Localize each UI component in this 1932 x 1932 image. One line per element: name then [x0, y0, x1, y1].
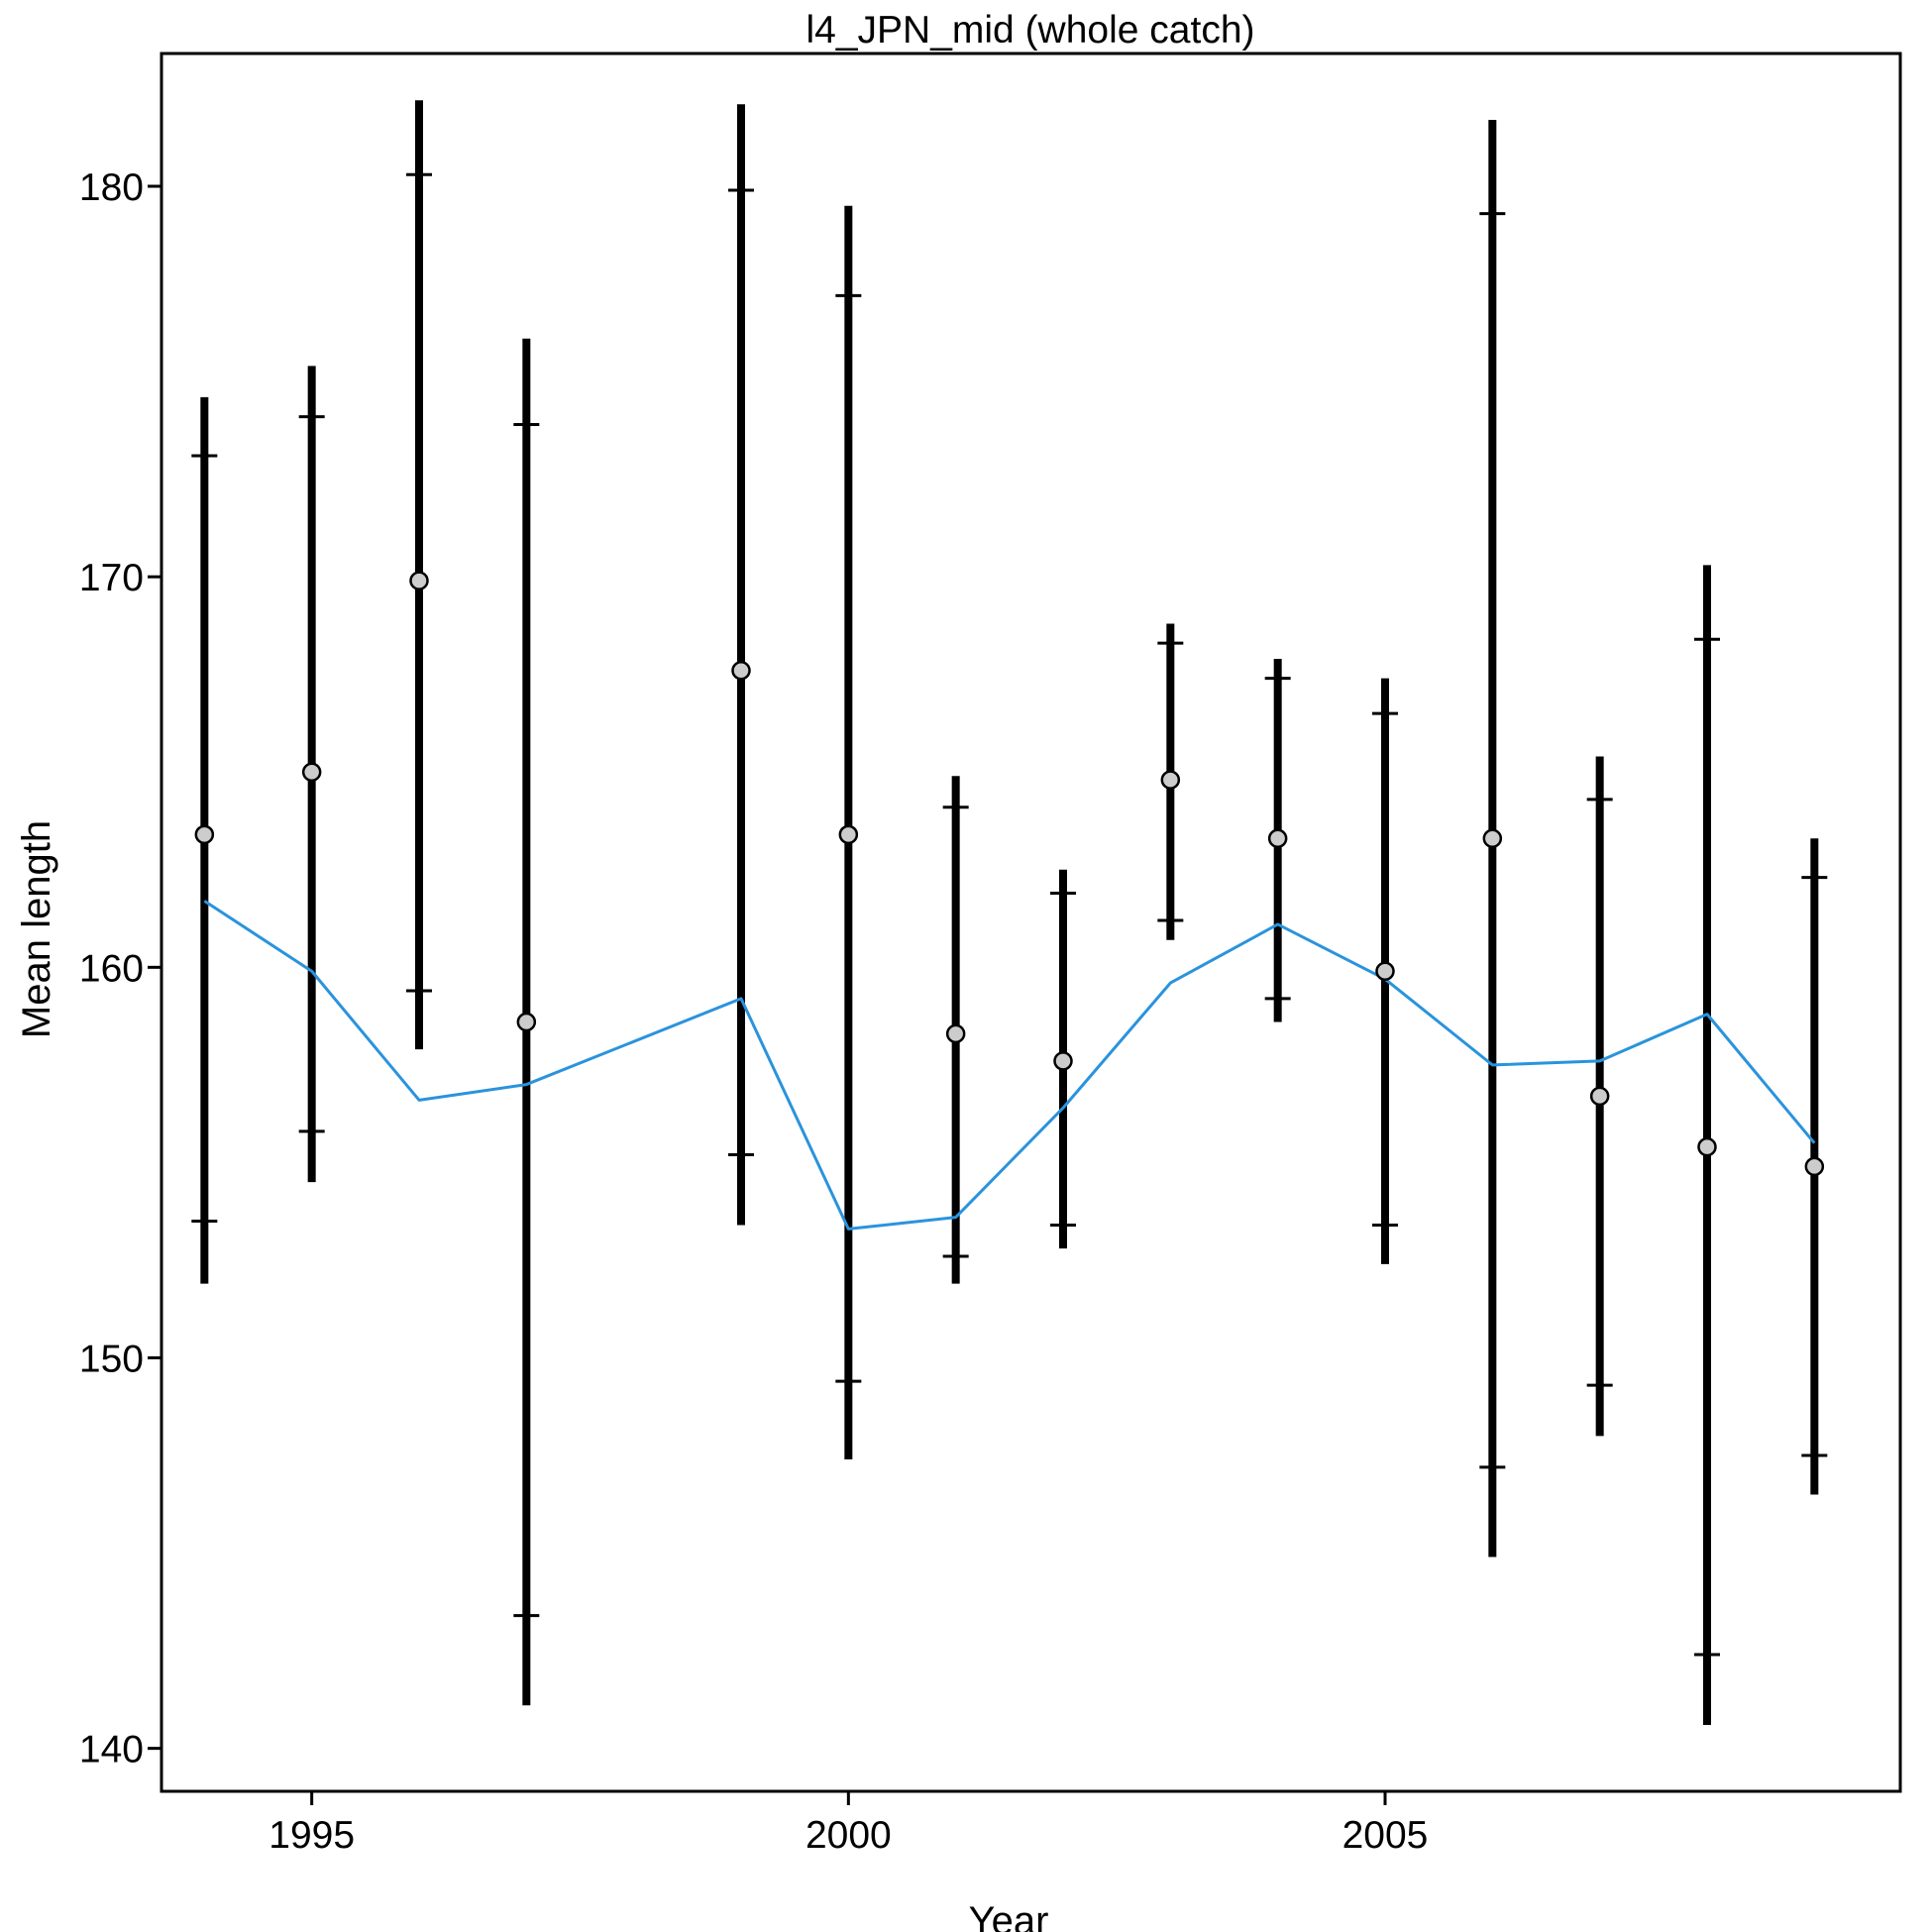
- observed-point: [516, 1012, 537, 1032]
- y-tick-label: 140: [79, 1729, 144, 1771]
- x-axis-label: Year: [969, 1899, 1049, 1932]
- observed-point: [838, 824, 859, 845]
- observed-point: [409, 571, 429, 590]
- plot-frame: [160, 52, 1902, 1793]
- x-axis: 1995 2000 2005: [268, 1791, 1428, 1857]
- observed-points: [194, 571, 1825, 1177]
- y-axis-label: Mean length: [15, 820, 58, 1038]
- x-tick-label: 2005: [1342, 1814, 1429, 1857]
- x-tick-label: 1995: [268, 1814, 355, 1857]
- observed-point: [194, 824, 215, 845]
- expected-series-layer: [203, 900, 1816, 1231]
- observed-point: [301, 762, 322, 782]
- y-axis: 140 150 160 170 180: [79, 166, 161, 1771]
- observed-point: [1160, 770, 1181, 790]
- y-tick-label: 150: [79, 1338, 144, 1380]
- y-tick-label: 170: [79, 557, 144, 599]
- y-tick-label: 160: [79, 947, 144, 990]
- observed-point: [1804, 1156, 1825, 1177]
- x-tick-label: 2000: [805, 1814, 892, 1857]
- chart-title: l4_JPN_mid (whole catch): [805, 9, 1254, 52]
- observed-point: [1589, 1086, 1610, 1107]
- y-tick-label: 180: [79, 166, 144, 209]
- observed-point: [1053, 1051, 1073, 1071]
- observed-point: [1697, 1136, 1717, 1157]
- error-bars: [191, 100, 1828, 1725]
- expected-line: [203, 900, 1816, 1231]
- observed-point: [1482, 828, 1503, 849]
- observed-point: [1375, 961, 1395, 982]
- observed-point: [1267, 828, 1288, 849]
- observed-point: [945, 1023, 966, 1044]
- observed-point: [731, 661, 751, 681]
